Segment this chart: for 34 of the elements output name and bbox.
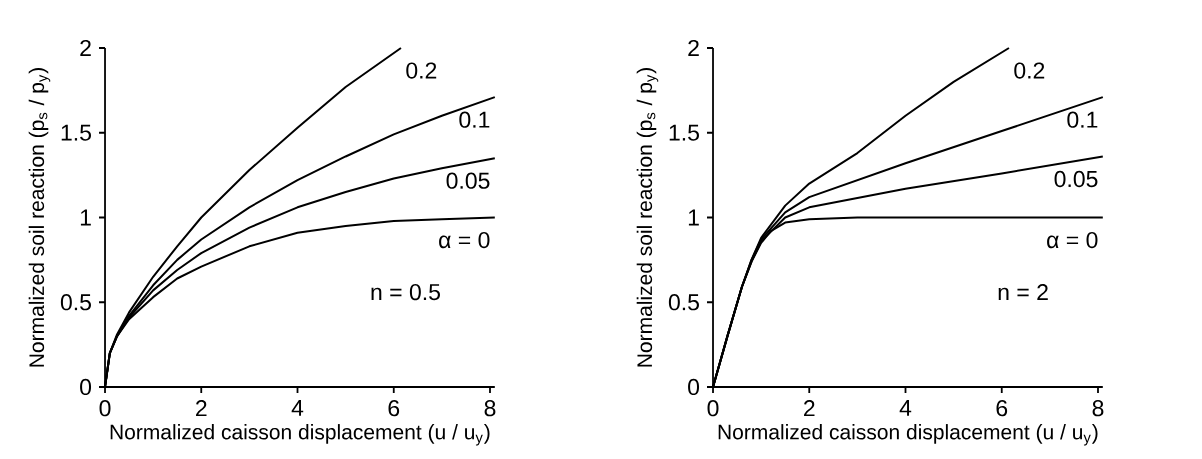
series-label: α = 0 [439, 231, 490, 249]
annotation: n = 0.5 [371, 283, 440, 301]
y-axis-title: Normalized soil reaction (p$_{s}$ / p$_{y}$) [28, 68, 51, 367]
x-tick-label: 4 [899, 400, 912, 416]
series-label: 0.2 [1014, 62, 1045, 79]
x-axis-title: Normalized caisson displacement (u / u$_{y}$) [718, 424, 1098, 446]
x-tick-label: 2 [804, 400, 815, 417]
y-tick-label: 0 [80, 378, 92, 396]
x-tick-label: 8 [484, 400, 496, 417]
series-label: 0.05 [1054, 170, 1098, 188]
series-label: α = 0 [1047, 231, 1098, 249]
x-tick-label: 8 [1092, 400, 1104, 417]
y-tick-label: 2 [80, 39, 91, 57]
y-tick-label: 0 [688, 378, 700, 396]
x-tick-label: 6 [388, 400, 400, 417]
x-tick-label: 2 [196, 400, 207, 417]
y-tick-label: 1 [80, 209, 91, 226]
series-label: 0.2 [406, 62, 437, 79]
y-tick-label: 2 [688, 39, 699, 57]
y-tick-label: 1 [688, 209, 699, 226]
x-tick-label: 0 [99, 400, 111, 417]
y-axis-title: Normalized soil reaction (p$_{s}$ / p$_{y}$) [636, 68, 659, 367]
series-label: 0.05 [446, 172, 490, 189]
x-tick-label: 6 [996, 400, 1008, 417]
y-tick-label: 1.5 [61, 124, 91, 141]
x-axis-title: Normalized caisson displacement (u / u$_{y}$) [110, 424, 490, 446]
series-label: 0.1 [1067, 111, 1098, 128]
series-label: 0.1 [459, 111, 490, 128]
annotation: n = 2 [998, 284, 1048, 301]
y-tick-label: 0.5 [668, 294, 699, 311]
y-tick-label: 0.5 [60, 294, 91, 311]
x-tick-label: 4 [291, 400, 304, 416]
x-tick-label: 0 [707, 400, 719, 417]
y-tick-label: 1.5 [669, 124, 699, 141]
